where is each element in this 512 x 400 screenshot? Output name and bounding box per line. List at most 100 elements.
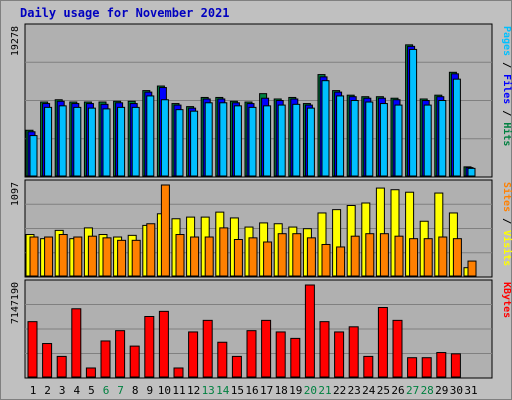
bar-kbytes-day-16 — [246, 330, 257, 378]
bar-pages-day-8 — [131, 106, 140, 177]
bar-kbytes-day-5 — [85, 367, 96, 378]
bar-kbytes-day-28 — [421, 357, 432, 378]
day-label-21: 21 — [318, 384, 331, 397]
bar-kbytes-day-14 — [217, 341, 228, 378]
bar-sites-day-20 — [306, 237, 316, 277]
bar-kbytes-day-12 — [188, 331, 199, 378]
bar-sites-day-30 — [452, 238, 462, 277]
day-label-5: 5 — [88, 384, 95, 397]
day-label-31: 31 — [464, 384, 477, 397]
bar-pages-day-23 — [350, 100, 359, 177]
bar-kbytes-day-8 — [129, 345, 140, 378]
bar-kbytes-day-15 — [231, 355, 242, 378]
day-label-12: 12 — [187, 384, 200, 397]
max-label-kbytes: 7147190 — [10, 282, 21, 324]
bar-sites-day-19 — [292, 233, 302, 277]
day-label-27: 27 — [406, 384, 419, 397]
bar-sites-day-14 — [219, 227, 229, 277]
day-label-13: 13 — [202, 384, 215, 397]
bar-sites-day-26 — [394, 235, 404, 277]
bar-pages-day-10 — [160, 99, 169, 177]
bar-sites-day-3 — [58, 234, 68, 277]
bar-kbytes-day-18 — [275, 331, 286, 378]
bar-sites-day-13 — [204, 236, 214, 277]
bar-pages-day-12 — [190, 110, 199, 177]
bar-kbytes-day-22 — [334, 331, 345, 378]
bar-pages-day-24 — [365, 101, 374, 177]
bar-sites-day-18 — [277, 233, 287, 277]
bar-pages-day-5 — [87, 107, 96, 177]
bar-sites-day-12 — [190, 236, 200, 277]
day-label-19: 19 — [289, 384, 302, 397]
day-label-14: 14 — [216, 384, 230, 397]
day-label-16: 16 — [245, 384, 258, 397]
day-label-11: 11 — [172, 384, 185, 397]
day-label-18: 18 — [275, 384, 288, 397]
day-label-2: 2 — [44, 384, 51, 397]
bar-kbytes-day-21 — [319, 321, 330, 378]
bar-pages-day-28 — [423, 104, 432, 177]
bar-kbytes-day-2 — [42, 343, 53, 378]
legend-hits-files-pages: Pages / Files / Hits — [501, 26, 512, 146]
bar-pages-day-13 — [204, 102, 213, 177]
day-label-6: 6 — [103, 384, 110, 397]
bar-sites-day-31 — [467, 260, 477, 277]
day-label-10: 10 — [158, 384, 171, 397]
day-label-26: 26 — [391, 384, 404, 397]
bar-sites-day-15 — [233, 239, 243, 277]
bar-kbytes-day-29 — [436, 352, 447, 378]
bar-sites-day-29 — [438, 236, 448, 277]
bar-pages-day-3 — [58, 105, 67, 177]
bar-pages-day-21 — [321, 80, 330, 177]
bar-sites-day-7 — [117, 239, 127, 277]
bar-kbytes-day-1 — [27, 321, 38, 378]
bar-sites-day-1 — [29, 236, 39, 277]
bar-kbytes-day-11 — [173, 367, 184, 378]
bar-pages-day-31 — [467, 167, 476, 177]
bar-sites-day-24 — [365, 233, 375, 277]
bar-pages-day-20 — [306, 107, 315, 177]
bar-sites-day-25 — [379, 233, 389, 277]
bar-kbytes-day-26 — [392, 319, 403, 378]
bar-pages-day-27 — [409, 48, 418, 177]
legend-files: Files — [501, 74, 512, 104]
bar-sites-day-16 — [248, 237, 258, 277]
bar-pages-day-4 — [73, 106, 82, 177]
bar-pages-day-26 — [394, 104, 403, 177]
bar-pages-day-6 — [102, 108, 111, 177]
bar-pages-day-19 — [292, 103, 301, 177]
legend-sep1: / — [501, 56, 512, 74]
day-label-20: 20 — [304, 384, 317, 397]
day-label-22: 22 — [333, 384, 346, 397]
bar-pages-day-15 — [233, 105, 242, 177]
legend-visits-sites: Sites / Visits — [501, 182, 512, 266]
bar-sites-day-5 — [87, 235, 97, 277]
day-label-1: 1 — [30, 384, 37, 397]
day-label-3: 3 — [59, 384, 66, 397]
bar-pages-day-11 — [175, 109, 184, 177]
bar-kbytes-day-4 — [71, 308, 82, 378]
day-label-24: 24 — [362, 384, 376, 397]
bar-sites-day-28 — [423, 238, 433, 277]
day-label-28: 28 — [421, 384, 434, 397]
bar-sites-day-8 — [131, 239, 141, 277]
day-label-25: 25 — [377, 384, 390, 397]
bar-pages-day-1 — [29, 135, 38, 177]
bar-sites-day-23 — [350, 235, 360, 277]
bar-sites-day-10 — [160, 184, 170, 277]
bar-pages-day-7 — [117, 106, 126, 177]
legend-sites: Sites — [501, 182, 512, 212]
bar-kbytes-day-17 — [261, 319, 272, 378]
legend-pages: Pages — [501, 26, 512, 56]
bar-pages-day-16 — [248, 106, 257, 177]
day-label-4: 4 — [73, 384, 80, 397]
bar-sites-day-22 — [336, 246, 346, 277]
day-label-30: 30 — [450, 384, 463, 397]
bar-sites-day-17 — [263, 241, 273, 277]
day-label-8: 8 — [132, 384, 139, 397]
bar-kbytes-day-30 — [450, 353, 461, 378]
bar-sites-day-9 — [146, 223, 156, 277]
legend-hits: Hits — [501, 122, 512, 146]
bar-sites-day-11 — [175, 234, 185, 277]
